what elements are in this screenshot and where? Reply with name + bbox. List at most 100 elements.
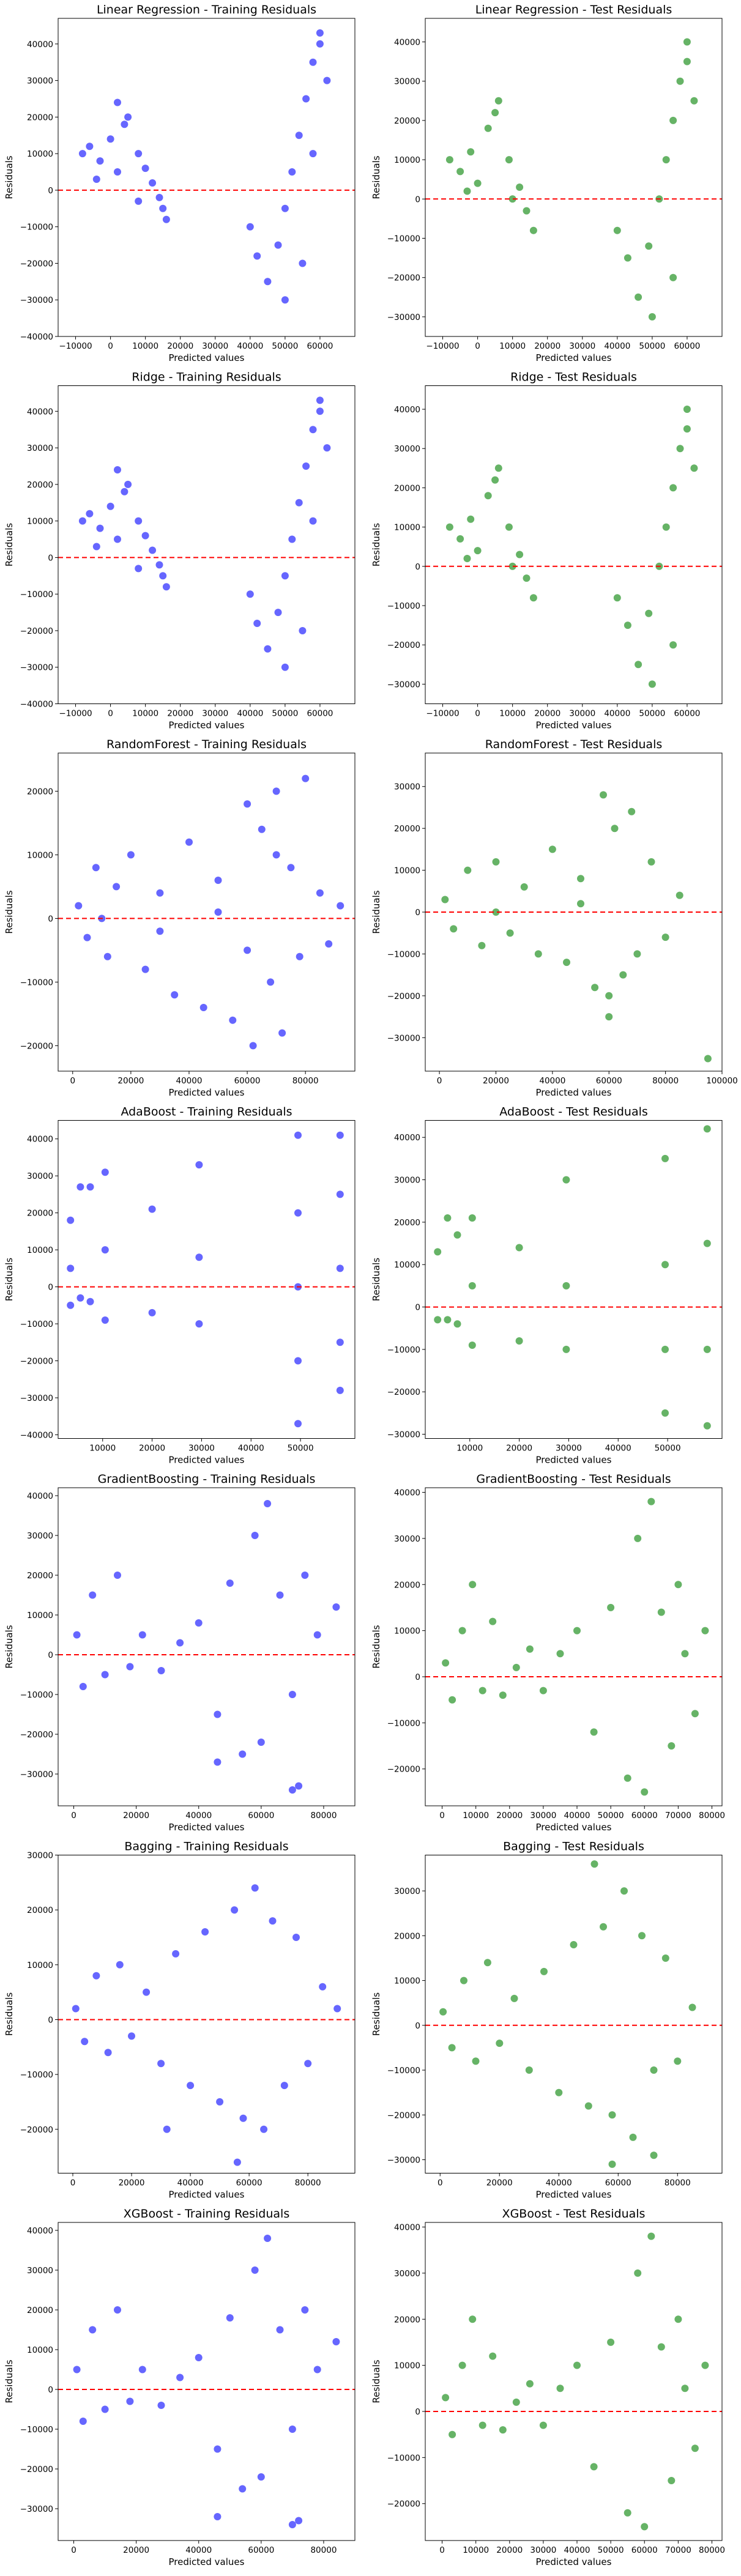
chart-0-point bbox=[253, 252, 261, 260]
chart-10-point bbox=[216, 2098, 224, 2106]
chart-9-y-tick-label: 0 bbox=[415, 1672, 420, 1682]
chart-11-point bbox=[650, 2066, 658, 2074]
chart-7-point bbox=[468, 1282, 476, 1290]
chart-11-y-tick-label: −30000 bbox=[387, 2156, 420, 2166]
chart-13-ylabel: Residuals bbox=[371, 2359, 382, 2403]
chart-2-point bbox=[295, 499, 303, 507]
chart-0-point bbox=[155, 193, 163, 201]
chart-8-point bbox=[126, 1663, 134, 1671]
chart-11-title: Bagging - Test Residuals bbox=[503, 1840, 644, 1854]
chart-3-title: Ridge - Test Residuals bbox=[510, 371, 637, 384]
chart-4-points bbox=[75, 774, 344, 1050]
chart-3-point bbox=[505, 523, 513, 531]
chart-1-axes-frame bbox=[425, 18, 723, 337]
chart-9-y-tick-label: 10000 bbox=[394, 1627, 420, 1636]
chart-3-point bbox=[613, 594, 621, 602]
chart-5-y-tick-label: −20000 bbox=[387, 992, 420, 1001]
chart-5-point bbox=[591, 984, 599, 992]
chart-3-point bbox=[516, 551, 524, 559]
chart-2-point bbox=[264, 645, 272, 653]
chart-13-point bbox=[590, 2463, 598, 2471]
chart-3-point bbox=[484, 492, 492, 500]
chart-9-y-tick-label: −10000 bbox=[387, 1718, 420, 1728]
chart-11-point bbox=[629, 2133, 637, 2141]
chart-7-x-tick-label: 50000 bbox=[655, 1444, 681, 1453]
chart-8-x-tick-label: 20000 bbox=[123, 1811, 149, 1821]
chart-2-point bbox=[281, 663, 289, 671]
chart-2-point bbox=[309, 426, 317, 434]
chart-2-xlabel: Predicted values bbox=[169, 720, 245, 731]
chart-8-point bbox=[301, 1572, 309, 1579]
chart-0-point bbox=[114, 98, 121, 106]
chart-4-point bbox=[156, 889, 164, 897]
chart-8-point bbox=[214, 1710, 222, 1718]
chart-9-point bbox=[469, 1581, 477, 1589]
chart-6-x-tick-label: 50000 bbox=[288, 1444, 314, 1453]
chart-11-point bbox=[600, 1923, 607, 1931]
chart-0-point bbox=[316, 29, 324, 37]
chart-13-point bbox=[512, 2398, 520, 2406]
chart-6-y-tick-label: 10000 bbox=[27, 1245, 53, 1255]
chart-2-point bbox=[274, 609, 282, 617]
chart-2-point bbox=[281, 572, 289, 580]
chart-2-point bbox=[86, 510, 94, 518]
chart-3-x-tick-label: 40000 bbox=[604, 709, 630, 719]
chart-6-point bbox=[148, 1205, 156, 1213]
chart-2-point bbox=[121, 488, 128, 496]
chart-4-point bbox=[302, 774, 310, 782]
chart-12-panel: 0 20000 40000 60000 80000 −30000 −20000 −10000 0… bbox=[4, 2207, 356, 2567]
chart-1-y-tick-label: 30000 bbox=[394, 77, 420, 87]
chart-7-point bbox=[562, 1176, 570, 1184]
chart-13-point bbox=[701, 2361, 709, 2369]
chart-2-y-tick-label: −20000 bbox=[20, 626, 53, 636]
chart-3-point bbox=[529, 594, 537, 602]
chart-0-y-tick-label: 30000 bbox=[27, 76, 53, 86]
chart-11-y-tick-label: 20000 bbox=[394, 1931, 420, 1941]
chart-4-point bbox=[229, 1016, 237, 1024]
chart-9-point bbox=[489, 1617, 497, 1625]
chart-5-point bbox=[676, 891, 683, 899]
chart-1-x-tick-label: 0 bbox=[475, 341, 480, 351]
chart-8-point bbox=[79, 1683, 87, 1690]
chart-12-point bbox=[176, 2374, 184, 2381]
chart-5-point bbox=[548, 845, 556, 853]
chart-7-point bbox=[703, 1345, 711, 1353]
chart-5-title: RandomForest - Test Residuals bbox=[485, 738, 663, 751]
chart-10-point bbox=[233, 2158, 241, 2166]
chart-0-point bbox=[246, 223, 254, 231]
chart-4-point bbox=[316, 889, 324, 897]
chart-4-panel: 0 20000 40000 60000 80000 −20000 −10000 0 10000 2… bbox=[4, 738, 356, 1098]
chart-8-point bbox=[226, 1579, 234, 1587]
chart-6-point bbox=[294, 1209, 302, 1217]
chart-7-y-tick-label: 0 bbox=[415, 1303, 420, 1313]
chart-2-point bbox=[302, 462, 310, 470]
chart-8-point bbox=[214, 1758, 222, 1766]
chart-11-point bbox=[638, 1932, 646, 1940]
chart-7-point bbox=[515, 1337, 523, 1345]
chart-7-point bbox=[661, 1409, 669, 1417]
chart-4-point bbox=[199, 1004, 207, 1011]
chart-5-points bbox=[441, 791, 712, 1063]
chart-7-title: AdaBoost - Test Residuals bbox=[499, 1105, 648, 1119]
chart-0-point bbox=[159, 204, 167, 212]
chart-9-point bbox=[539, 1687, 547, 1694]
chart-3-xlabel: Predicted values bbox=[536, 720, 612, 731]
chart-6-point bbox=[76, 1294, 84, 1302]
chart-0-axes-frame bbox=[58, 18, 356, 337]
chart-2-y-tick-label: −10000 bbox=[20, 590, 53, 599]
chart-8-point bbox=[195, 1619, 203, 1627]
chart-10-point bbox=[292, 1934, 300, 1941]
chart-7-point bbox=[444, 1316, 452, 1324]
chart-9-point bbox=[442, 1659, 450, 1667]
chart-0-panel: −10000 0 10000 20000 30000 40000 50000 60000 −40… bbox=[4, 3, 356, 363]
chart-1-point bbox=[676, 77, 684, 85]
chart-10-point bbox=[104, 2049, 112, 2057]
chart-0-x-tick-label: 30000 bbox=[202, 341, 228, 351]
chart-7-point bbox=[562, 1345, 570, 1353]
chart-3-x-tick-label: 60000 bbox=[674, 709, 700, 719]
chart-1-point bbox=[456, 168, 464, 176]
chart-4-point bbox=[214, 877, 222, 884]
chart-6-point bbox=[294, 1420, 302, 1428]
chart-0-x-tick-label: 60000 bbox=[307, 341, 333, 351]
chart-3-point bbox=[508, 562, 516, 570]
